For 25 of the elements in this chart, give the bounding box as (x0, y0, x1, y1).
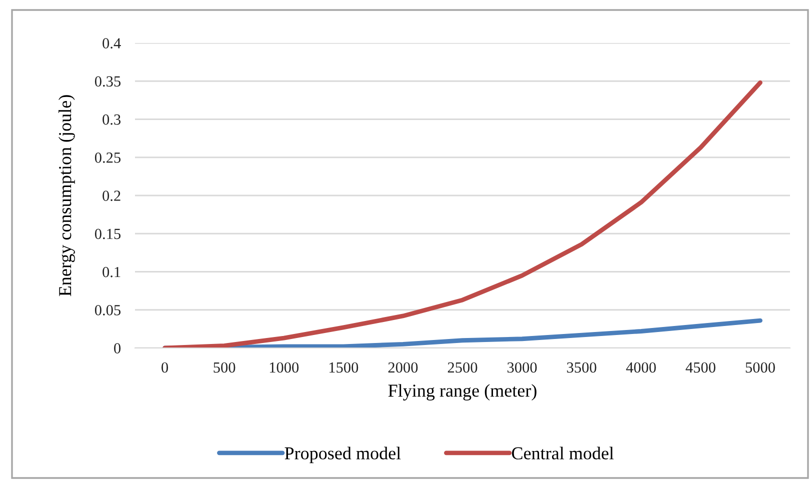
line-series (162, 80, 762, 348)
y-tick-label: 0.05 (94, 305, 121, 316)
x-tick-label: 0 (162, 362, 168, 373)
x-axis-title: Flying range (meter) (388, 384, 536, 400)
y-tick-label: 0.15 (94, 228, 121, 240)
y-tick-label: 0.3 (102, 114, 121, 125)
y-tick-label: 0.2 (102, 190, 120, 202)
x-tick-label: 4500 (686, 362, 716, 373)
x-tick-label: 3000 (508, 362, 537, 373)
y-tick-label: 0.4 (102, 38, 121, 49)
x-tick-label: 5000 (746, 362, 775, 373)
y-tick-label: 0.35 (94, 76, 121, 87)
x-tick-label: 2500 (448, 362, 478, 373)
y-tick-label: 0 (114, 343, 121, 354)
x-tick-label: 1500 (329, 362, 358, 373)
legend-label: Proposed model (284, 446, 401, 464)
x-tick-label: 3500 (567, 362, 596, 373)
x-tick-label: 4000 (626, 362, 656, 373)
x-tick-label: 500 (214, 362, 236, 373)
x-tick-label: 1000 (270, 362, 299, 373)
y-tick-label: 0.1 (102, 266, 120, 278)
legend-label: Central model (512, 446, 614, 460)
y-tick-label: 0.25 (94, 152, 121, 163)
y-axis-title: Energy consumption (joule) (58, 95, 75, 296)
x-tick-label: 2000 (388, 362, 418, 373)
